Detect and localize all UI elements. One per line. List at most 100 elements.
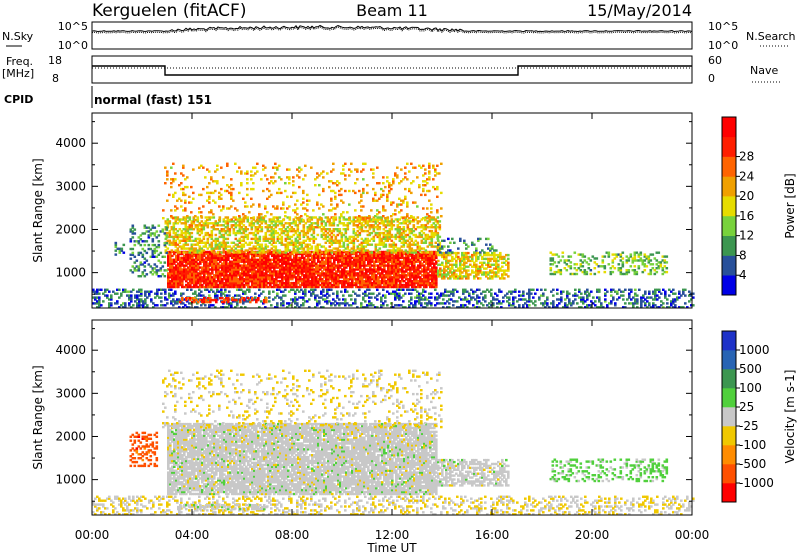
data-cell <box>330 249 334 252</box>
data-cell <box>401 260 404 263</box>
data-cell <box>461 263 464 266</box>
data-cell <box>302 241 306 244</box>
data-cell <box>579 269 583 272</box>
data-cell <box>293 270 296 273</box>
data-cell <box>239 258 242 261</box>
data-cell <box>231 266 234 269</box>
data-cell <box>569 255 573 258</box>
data-cell <box>439 271 442 274</box>
data-cell <box>329 268 332 271</box>
data-cell <box>387 274 390 277</box>
data-cell <box>362 220 366 223</box>
data-cell <box>655 270 659 274</box>
data-cell <box>350 239 354 242</box>
data-cell <box>372 172 375 175</box>
data-cell <box>298 170 301 173</box>
data-cell <box>185 285 188 289</box>
data-cell <box>164 249 168 252</box>
data-cell <box>381 272 384 275</box>
data-cell <box>230 191 233 195</box>
data-cell <box>583 255 587 258</box>
data-cell <box>360 243 364 246</box>
data-cell <box>425 280 428 283</box>
data-cell <box>209 262 212 265</box>
data-cell <box>210 211 213 214</box>
freq-strip-frame <box>91 55 693 84</box>
data-cell <box>467 265 470 268</box>
data-cell <box>411 276 414 279</box>
data-cell <box>316 203 319 206</box>
data-cell <box>297 266 300 269</box>
data-cell <box>261 285 264 289</box>
data-cell <box>263 256 266 260</box>
data-cell <box>399 283 402 287</box>
data-cell <box>340 245 344 248</box>
data-cell <box>373 285 376 289</box>
data-cell <box>393 285 396 289</box>
data-cell <box>201 285 204 289</box>
data-cell <box>334 182 337 185</box>
data-cell <box>455 277 458 280</box>
data-cell <box>257 274 260 277</box>
data-cell <box>261 258 264 261</box>
data-cell <box>186 216 190 219</box>
data-cell <box>176 207 179 210</box>
data-cell <box>477 271 480 274</box>
data-cell <box>209 281 212 285</box>
data-cell <box>172 229 176 233</box>
data-cell <box>283 266 286 269</box>
data-cell <box>209 268 212 271</box>
data-cell <box>346 247 350 250</box>
data-cell <box>561 251 565 254</box>
data-cell <box>238 228 242 231</box>
data-cell <box>413 280 416 283</box>
data-cell <box>229 274 232 277</box>
data-cell <box>206 231 210 235</box>
data-cell <box>195 270 198 273</box>
data-cell <box>231 274 234 277</box>
data-cell <box>215 258 218 261</box>
data-cell <box>169 274 172 277</box>
data-cell <box>424 241 428 244</box>
data-cell <box>166 239 170 242</box>
data-cell <box>382 243 386 246</box>
data-cell <box>299 256 302 260</box>
data-cell <box>265 281 268 285</box>
data-cell <box>395 272 398 275</box>
data-cell <box>131 265 135 268</box>
data-cell <box>375 268 378 271</box>
data-cell <box>467 273 470 276</box>
data-cell <box>223 262 226 265</box>
data-cell <box>217 278 220 281</box>
data-cell <box>174 241 178 244</box>
data-cell <box>386 176 389 179</box>
data-cell <box>288 224 292 227</box>
data-cell <box>274 220 278 223</box>
data-cell <box>621 257 625 260</box>
data-cell <box>289 285 292 289</box>
data-cell <box>419 280 422 283</box>
data-cell <box>250 174 253 177</box>
data-cell <box>425 274 428 277</box>
data-cell <box>279 270 282 273</box>
data-cell <box>381 278 384 281</box>
data-cell <box>465 251 468 255</box>
data-cell <box>424 226 428 229</box>
data-cell <box>374 245 378 248</box>
data-cell <box>301 280 304 283</box>
data-cell <box>309 268 312 271</box>
data-cell <box>327 264 330 267</box>
data-cell <box>453 241 456 244</box>
data-cell <box>381 262 384 265</box>
data-cell <box>385 260 388 263</box>
data-cell <box>240 249 244 252</box>
data-cell <box>280 191 283 195</box>
data-cell <box>177 258 180 261</box>
data-cell <box>425 252 428 256</box>
data-cell <box>187 256 190 260</box>
data-cell <box>657 261 661 264</box>
data-cell <box>255 270 258 273</box>
data-cell <box>306 203 309 206</box>
data-cell <box>497 263 500 266</box>
data-cell <box>208 243 212 246</box>
